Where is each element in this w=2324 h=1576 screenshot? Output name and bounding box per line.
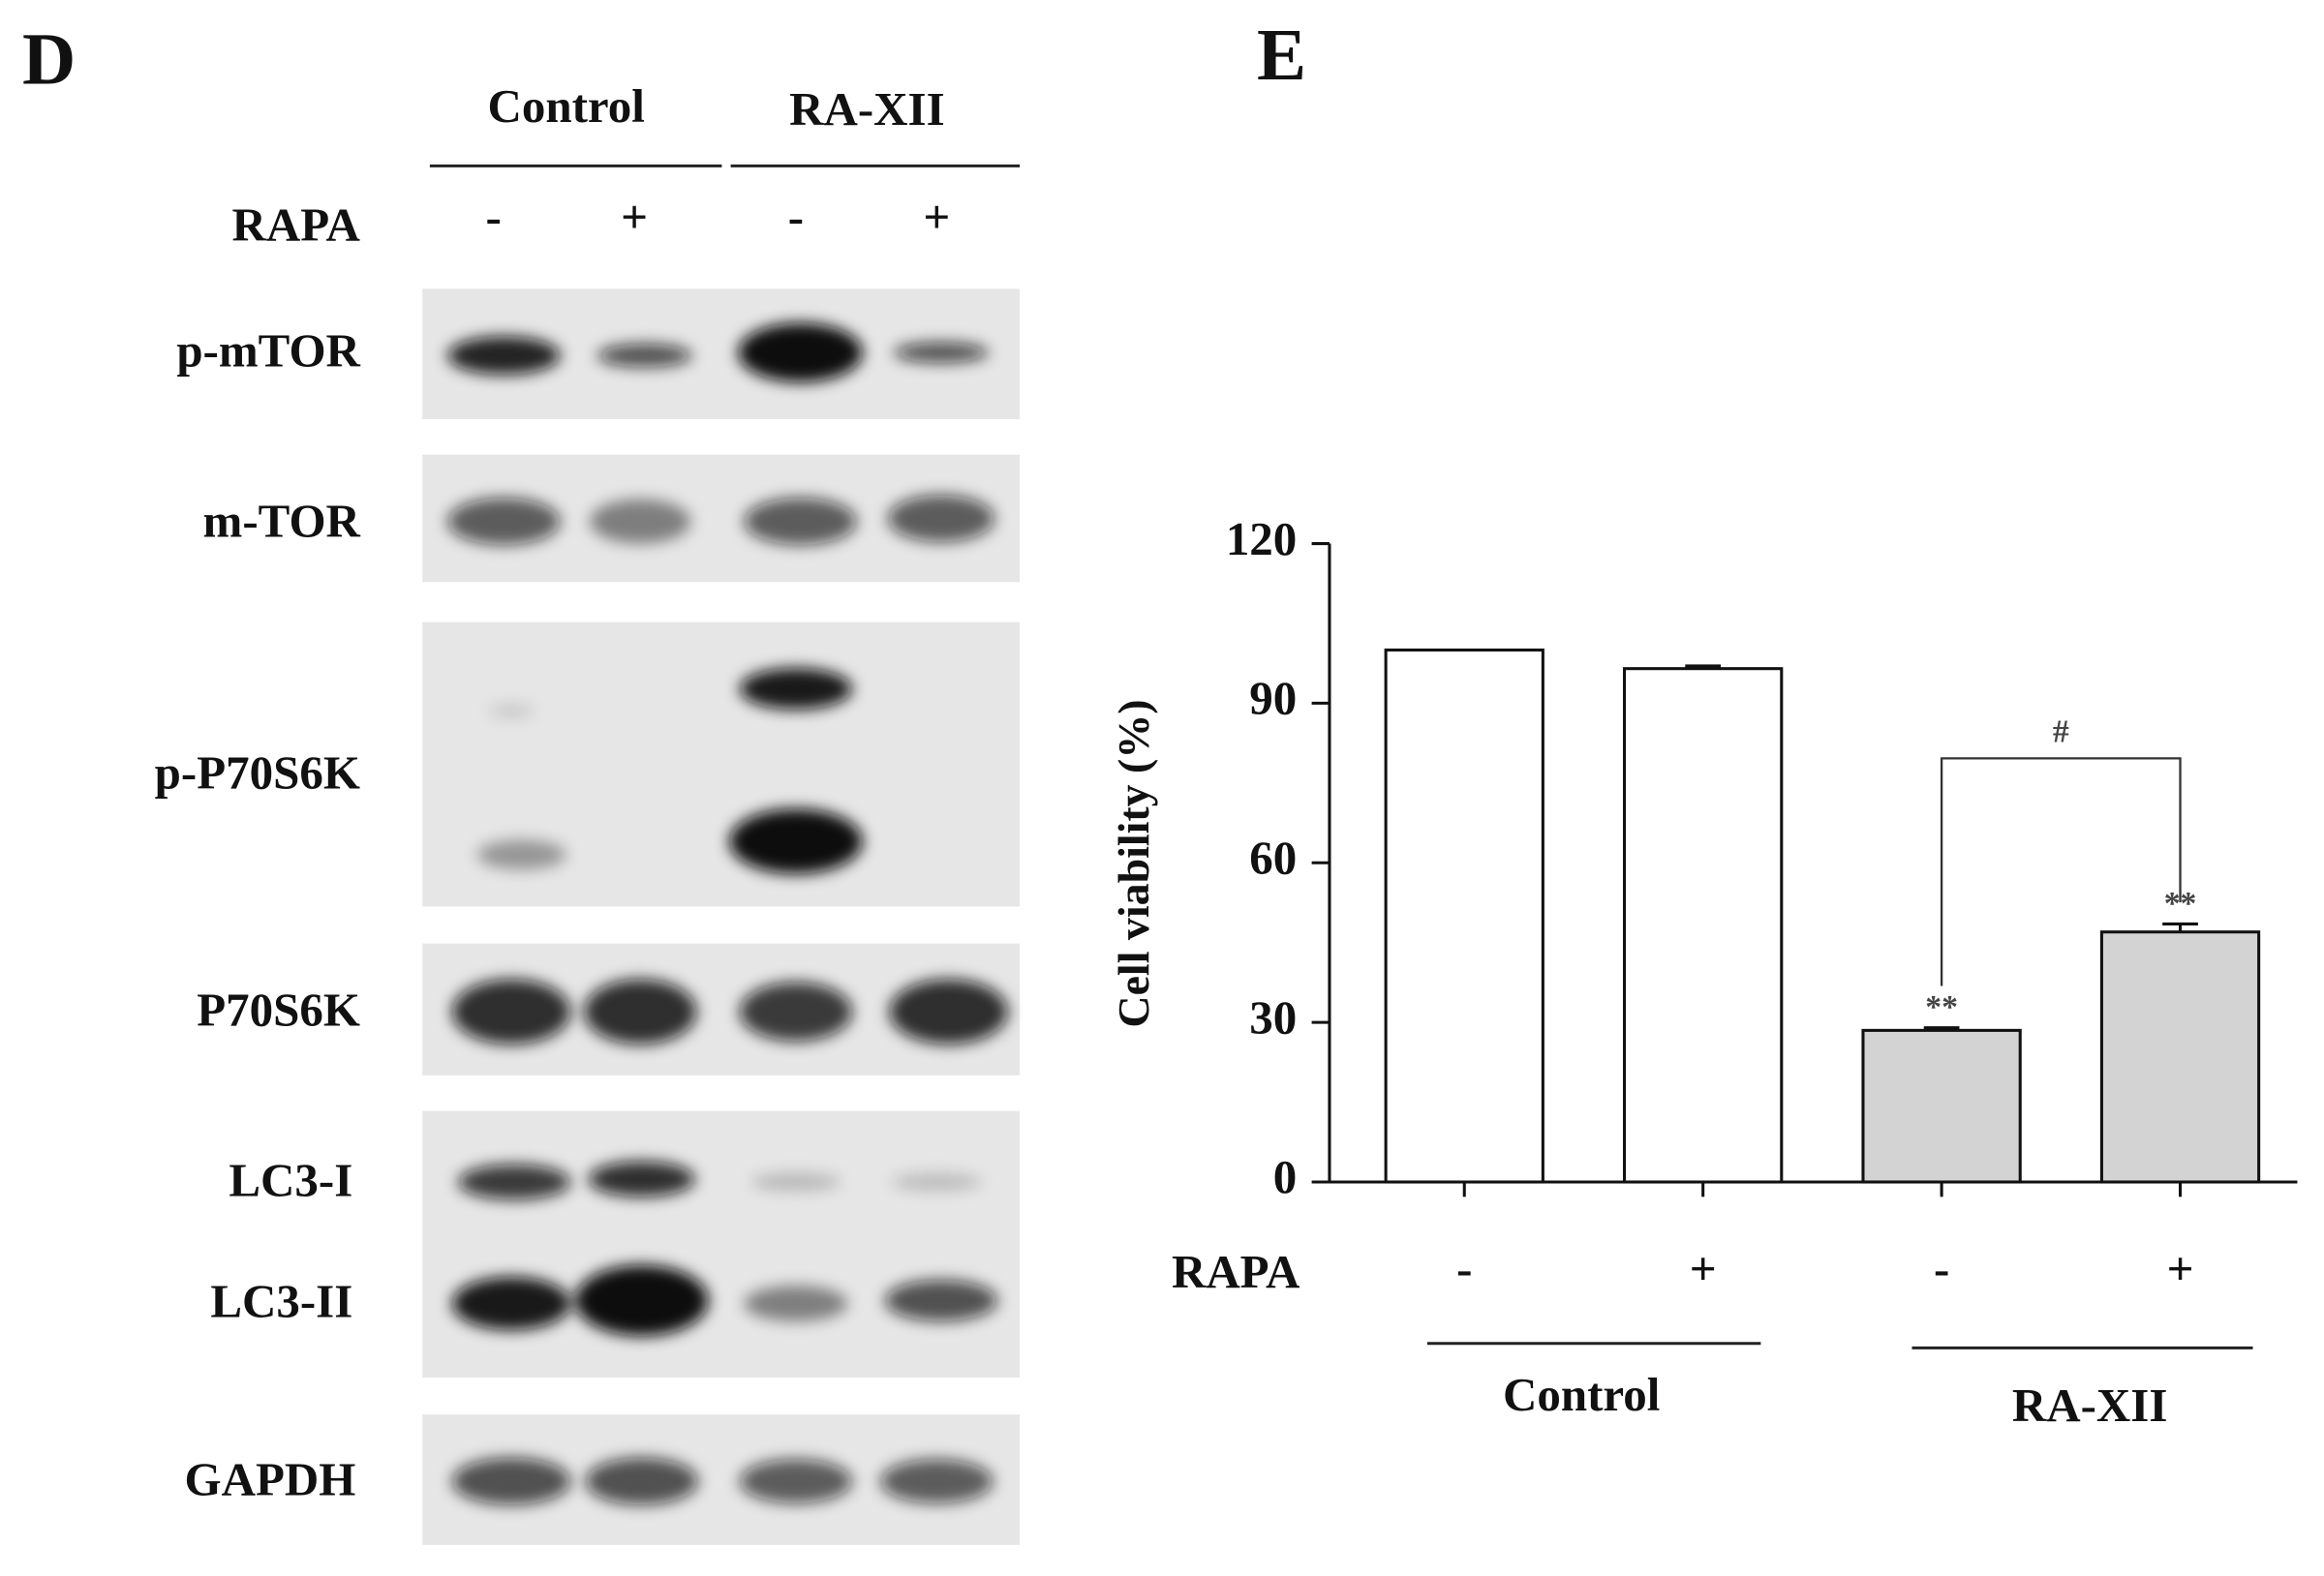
y-tick-label: 0 [1273, 1150, 1297, 1203]
row-label: GAPDH [184, 1452, 355, 1505]
y-axis-label: Cell viability (%) [1109, 699, 1158, 1027]
blot [422, 288, 1021, 1545]
y-tick-label: 120 [1226, 512, 1297, 565]
panel-label: D [22, 17, 76, 100]
significance-label: # [2053, 714, 2069, 750]
group-label: Control [488, 79, 645, 133]
row-label: LC3-II [210, 1275, 352, 1328]
panel-label: E [1257, 14, 1306, 96]
annotation: ** [1925, 989, 1958, 1025]
treatment: - [788, 191, 804, 244]
bar [1384, 648, 1544, 1184]
row-label: p-P70S6K [155, 746, 360, 800]
treatment: - [486, 191, 502, 244]
row-label: LC3-I [229, 1153, 352, 1206]
y-tick-label: 90 [1249, 672, 1297, 725]
group-label: RA-XII [2012, 1379, 2168, 1432]
significance-bracket [1940, 757, 2182, 986]
row-label: P70S6K [197, 983, 360, 1036]
bar [2099, 930, 2261, 1184]
bar [1861, 1028, 2022, 1184]
x-tick-label: - [1456, 1242, 1472, 1295]
treatment: + [923, 191, 950, 244]
y-tick-label: 30 [1249, 990, 1297, 1044]
y-tick-label: 60 [1249, 832, 1297, 885]
bands [447, 322, 1008, 1505]
treatment-label: RAPA [1172, 1245, 1300, 1298]
x-tick-label: + [2167, 1242, 2194, 1295]
row-label: m-TOR [203, 494, 361, 547]
treatment-label: RAPA [232, 197, 360, 251]
group-label: Control [1503, 1368, 1660, 1421]
row-label: p-mTOR [176, 323, 360, 377]
treatment: + [621, 191, 648, 244]
bar [1623, 667, 1784, 1184]
x-tick-label: - [1934, 1242, 1949, 1295]
x-tick-label: + [1690, 1242, 1717, 1295]
group-label: RA-XII [789, 82, 945, 136]
